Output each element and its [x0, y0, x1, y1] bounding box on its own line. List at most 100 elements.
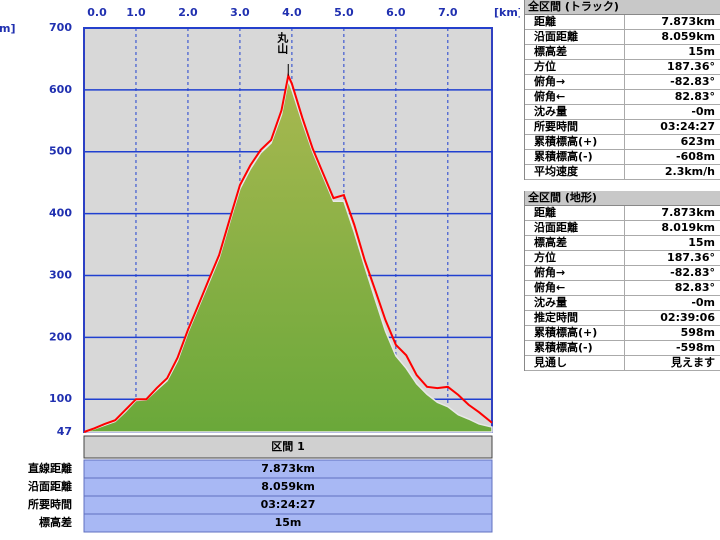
y-tick-label: 200 — [49, 330, 72, 343]
summary-label: 方位 — [525, 60, 625, 74]
y-tick-label: 600 — [49, 83, 72, 96]
track-summary: 全区間 (トラック) 距離 7.873km 沿面距離 8.059km 標高差 15m 方位 18… — [524, 0, 720, 180]
summary-value: 7.873km — [661, 15, 715, 28]
summary-row: 標高差 15m — [525, 236, 720, 251]
segment-value: 15m — [275, 516, 302, 529]
summary-label: 累積標高(+) — [525, 135, 625, 149]
x-tick-label: 2.0 — [178, 6, 198, 19]
summary-value: 15m — [688, 236, 715, 249]
summary-row: 平均速度 2.3km/h — [525, 165, 720, 180]
summary-value: 02:39:06 — [660, 311, 715, 324]
summary-label: 俯角← — [525, 90, 625, 104]
summary-row: 標高差 15m — [525, 45, 720, 60]
summary-value: 見えます — [671, 356, 715, 369]
summary-value: 598m — [680, 326, 715, 339]
summary-label: 距離 — [525, 15, 625, 29]
segment-value: 03:24:27 — [261, 498, 316, 511]
summary-value: -608m — [676, 150, 715, 163]
segment-table: 区間 1 直線距離 7.873km 沿面距離 8.059km 所要時間 03:24:27 標… — [28, 435, 493, 533]
summary-label: 推定時間 — [525, 311, 625, 325]
summary-row: 累積標高(-) -598m — [525, 341, 720, 356]
summary-label: 沿面距離 — [525, 221, 625, 235]
y-tick-label: 100 — [49, 392, 72, 405]
summary-row: 累積標高(+) 598m — [525, 326, 720, 341]
x-tick-label: 1.0 — [126, 6, 146, 19]
summary-value: 82.83° — [674, 90, 715, 103]
summary-row: 俯角→ -82.83° — [525, 266, 720, 281]
summary-row: 見通し 見えます — [525, 356, 720, 371]
summary-row: 俯角← 82.83° — [525, 90, 720, 105]
terrain-summary: 全区間 (地形) 距離 7.873km 沿面距離 8.019km 標高差 15m 方位 187.… — [524, 191, 720, 371]
summary-label: 距離 — [525, 206, 625, 220]
summary-value: 187.36° — [667, 251, 715, 264]
x-tick-label: 6.0 — [386, 6, 406, 19]
segment-label: 所要時間 — [28, 497, 72, 511]
panel-title: 全区間 (トラック) — [525, 0, 720, 15]
terrain-area — [83, 77, 493, 433]
x-tick-label: 5.0 — [334, 6, 354, 19]
y-tick-label: 400 — [49, 207, 72, 220]
y-unit: [m] — [0, 22, 16, 35]
summary-value: -82.83° — [670, 266, 715, 279]
segment-label: 直線距離 — [28, 461, 72, 475]
summary-label: 平均速度 — [525, 165, 625, 179]
annotation: 丸山 — [276, 31, 290, 55]
track-line — [83, 72, 493, 433]
summary-row: 推定時間 02:39:06 — [525, 311, 720, 326]
summary-value: 623m — [680, 135, 715, 148]
summary-value: 8.059km — [661, 30, 715, 43]
summary-row: 方位 187.36° — [525, 251, 720, 266]
summary-label: 累積標高(-) — [525, 341, 625, 355]
segment-label: 標高差 — [39, 515, 72, 529]
segment-header: 区間 1 — [271, 440, 304, 453]
summary-row: 距離 7.873km — [525, 206, 720, 221]
summary-value: 187.36° — [667, 60, 715, 73]
summary-label: 累積標高(+) — [525, 326, 625, 340]
summary-row: 方位 187.36° — [525, 60, 720, 75]
x-tick-label: 4.0 — [282, 6, 302, 19]
summary-row: 所要時間 03:24:27 — [525, 120, 720, 135]
segment-label: 沿面距離 — [28, 479, 72, 493]
summary-label: 俯角→ — [525, 266, 625, 280]
summary-row: 沿面距離 8.059km — [525, 30, 720, 45]
chart: [m] [km] 区間 1 直線距離 7.873km 沿面距離 8.059km 所要時間… — [0, 6, 520, 533]
summary-label: 累積標高(-) — [525, 150, 625, 164]
y-tick-label: 47 — [57, 425, 72, 438]
summary-row: 俯角→ -82.83° — [525, 75, 720, 90]
panel-title: 全区間 (地形) — [525, 191, 720, 206]
summary-value: 03:24:27 — [660, 120, 715, 133]
summary-label: 標高差 — [525, 45, 625, 59]
y-tick-label: 300 — [49, 268, 72, 281]
segment-value: 8.059km — [261, 480, 315, 493]
summary-value: -82.83° — [670, 75, 715, 88]
summary-label: 標高差 — [525, 236, 625, 250]
summary-value: -0m — [691, 296, 715, 309]
summary-row: 距離 7.873km — [525, 15, 720, 30]
summary-label: 俯角→ — [525, 75, 625, 89]
summary-value: -598m — [676, 341, 715, 354]
summary-row: 累積標高(+) 623m — [525, 135, 720, 150]
summary-row: 沿面距離 8.019km — [525, 221, 720, 236]
summary-label: 沿面距離 — [525, 30, 625, 44]
x-tick-label: 7.0 — [438, 6, 458, 19]
summary-label: 沈み量 — [525, 296, 625, 310]
y-tick-label: 700 — [49, 21, 72, 34]
y-tick-label: 500 — [49, 145, 72, 158]
summary-label: 沈み量 — [525, 105, 625, 119]
segment-row-bg — [83, 513, 493, 533]
summary-value: 15m — [688, 45, 715, 58]
summary-label: 見通し — [525, 356, 625, 370]
summary-value: -0m — [691, 105, 715, 118]
summary-value: 2.3km/h — [664, 165, 715, 178]
summary-row: 沈み量 -0m — [525, 296, 720, 311]
x-tick-label: 0.0 — [87, 6, 107, 19]
summary-row: 俯角← 82.83° — [525, 281, 720, 296]
summary-label: 方位 — [525, 251, 625, 265]
summary-label: 所要時間 — [525, 120, 625, 134]
segment-header-bg — [83, 435, 493, 459]
segment-value: 7.873km — [261, 462, 315, 475]
summary-value: 8.019km — [661, 221, 715, 234]
x-tick-label: 3.0 — [230, 6, 250, 19]
summary-label: 俯角← — [525, 281, 625, 295]
